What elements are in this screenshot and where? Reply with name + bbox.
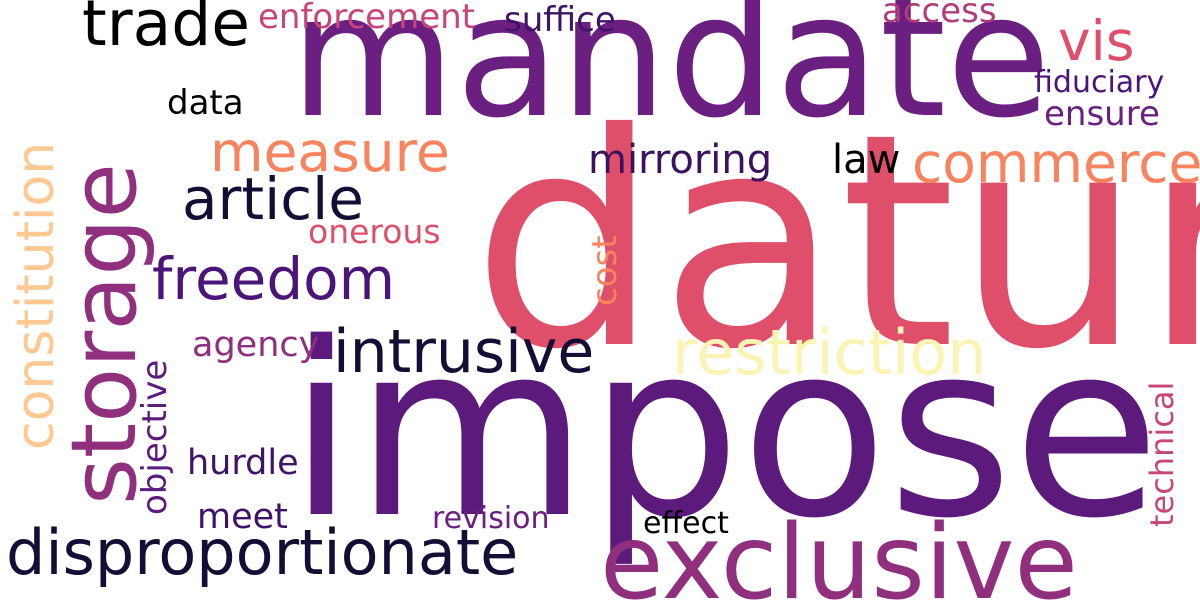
word-revision: revision [432, 501, 550, 536]
word-data: data [167, 83, 244, 123]
word-technical: technical [1143, 381, 1181, 527]
word-agency: agency [192, 325, 320, 365]
word-freedom: freedom [152, 245, 396, 313]
word-hurdle: hurdle [187, 443, 299, 483]
word-fiduciary: fiduciary [1034, 65, 1165, 100]
word-impose: impose [288, 291, 1161, 571]
word-trade: trade [82, 0, 250, 60]
word-objective: objective [135, 359, 175, 515]
word-mandate: mandate [290, 0, 1051, 156]
word-measure: measure [210, 120, 450, 184]
word-mirroring: mirroring [588, 137, 773, 183]
word-effect: effect [643, 506, 729, 541]
word-ensure: ensure [1044, 94, 1160, 134]
word-disproportionate: disproportionate [6, 516, 519, 589]
word-intrusive: intrusive [333, 317, 595, 387]
word-datum: datum [472, 70, 1200, 414]
word-commerce: commerce [912, 131, 1200, 195]
word-law: law [832, 137, 901, 183]
word-suffice: suffice [504, 0, 616, 40]
word-cost: cost [585, 235, 625, 306]
word-meet: meet [197, 497, 288, 537]
word-enforcement: enforcement [258, 0, 475, 37]
word-exclusive: exclusive [600, 503, 1078, 600]
word-constitution: constitution [6, 141, 66, 450]
word-onerous: onerous [308, 212, 441, 251]
word-article: article [182, 165, 364, 233]
word-restriction: restriction [672, 316, 987, 389]
word-access: access [882, 0, 997, 31]
word-vis: vis [1058, 9, 1135, 73]
